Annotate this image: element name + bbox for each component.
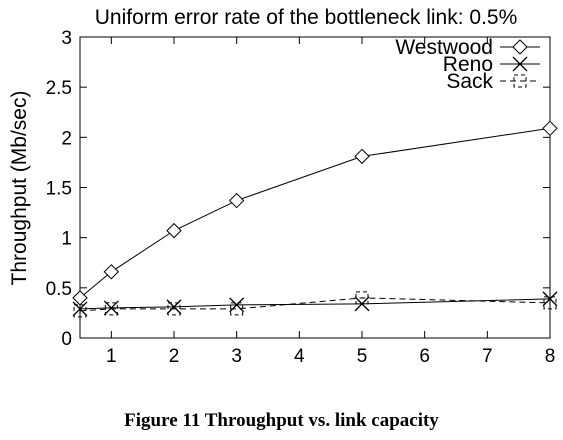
x-tick-label: 1 bbox=[106, 346, 117, 367]
legend-marker-westwood bbox=[512, 39, 528, 55]
figure-caption: Figure 11 Throughput vs. link capacity bbox=[124, 410, 439, 431]
legend-marker-reno bbox=[512, 56, 528, 72]
x-tick-label: 8 bbox=[545, 346, 556, 367]
sack-point bbox=[230, 302, 244, 316]
x-tick-label: 2 bbox=[169, 346, 180, 367]
y-tick-label: 1 bbox=[61, 229, 72, 250]
sack-point bbox=[355, 291, 369, 305]
legend-label-sack: Sack bbox=[446, 70, 493, 93]
y-tick-label: 2 bbox=[61, 128, 72, 149]
y-tick-label: 3 bbox=[61, 28, 72, 49]
reno-point bbox=[229, 297, 245, 313]
axis-ticks: 1 2 3 4 5 6 7 8 0 0.5 1 1.5 2 2.5 3 bbox=[46, 28, 556, 367]
series-layer bbox=[72, 120, 558, 318]
reno-point bbox=[166, 299, 182, 315]
x-tick-label: 5 bbox=[357, 346, 368, 367]
reno-point bbox=[72, 301, 88, 317]
westwood-point bbox=[354, 148, 370, 165]
sack-point bbox=[167, 302, 181, 316]
reno-line bbox=[79, 298, 551, 310]
x-tick-label: 6 bbox=[419, 346, 430, 367]
westwood-point bbox=[72, 290, 88, 306]
westwood-point bbox=[103, 264, 120, 280]
sack-point bbox=[104, 302, 118, 316]
throughput-chart: Uniform error rate of the bottleneck lin… bbox=[8, 6, 558, 367]
reno-point bbox=[542, 291, 558, 307]
legend-label-westwood: Westwood bbox=[395, 36, 493, 59]
legend-marker-sack bbox=[513, 74, 527, 88]
legend-label-reno: Reno bbox=[443, 53, 493, 76]
sack-point bbox=[73, 304, 87, 318]
westwood-point bbox=[166, 222, 182, 239]
sack-line bbox=[79, 297, 551, 312]
sack-point bbox=[543, 296, 557, 310]
x-tick-label: 4 bbox=[294, 346, 305, 367]
y-tick-label: 2.5 bbox=[46, 78, 72, 99]
y-tick-label: 1.5 bbox=[46, 179, 72, 200]
westwood-point bbox=[542, 120, 558, 137]
x-tick-label: 3 bbox=[231, 346, 242, 367]
x-tick-label: 7 bbox=[482, 346, 493, 367]
westwood-line bbox=[79, 127, 551, 299]
y-axis-label: Throughput (Mb/sec) bbox=[8, 91, 31, 286]
y-tick-label: 0 bbox=[61, 329, 72, 350]
westwood-point bbox=[228, 192, 245, 209]
y-tick-label: 0.5 bbox=[46, 279, 72, 300]
chart-title: Uniform error rate of the bottleneck lin… bbox=[95, 6, 518, 29]
